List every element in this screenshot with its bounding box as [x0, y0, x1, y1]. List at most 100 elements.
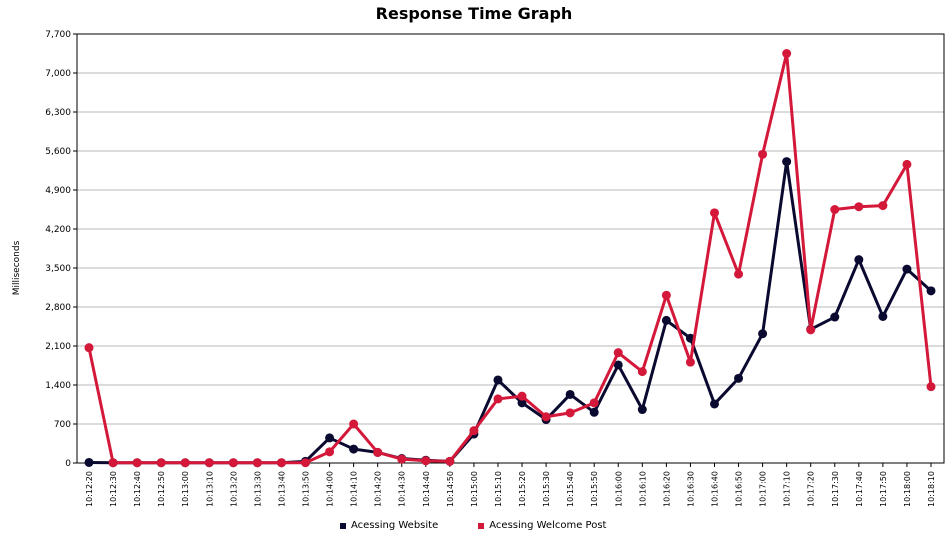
data-point — [373, 447, 383, 457]
x-tick-label: 10:16:10 — [638, 471, 647, 507]
data-point — [878, 311, 888, 321]
x-tick-label: 10:13:30 — [253, 471, 262, 507]
legend: Acessing Website Acessing Welcome Post — [340, 520, 606, 531]
x-tick-label: 10:18:00 — [903, 471, 912, 507]
data-point — [854, 202, 864, 212]
data-point — [902, 264, 912, 274]
x-tick-label: 10:14:50 — [446, 471, 455, 507]
data-point — [228, 458, 238, 468]
x-tick-label: 10:15:10 — [494, 471, 503, 507]
x-tick-label: 10:16:20 — [662, 471, 671, 507]
x-tick-label: 10:13:10 — [205, 471, 214, 507]
data-point — [349, 419, 359, 429]
series-line — [87, 52, 933, 465]
data-point — [854, 255, 864, 265]
x-tick-label: 10:13:20 — [229, 471, 238, 507]
data-point — [565, 389, 575, 399]
data-point — [108, 458, 118, 468]
y-tick-label: 4,200 — [45, 225, 71, 235]
x-tick-label: 10:15:00 — [470, 471, 479, 507]
x-tick-label: 10:13:40 — [277, 471, 286, 507]
legend-item-welcome-post: Acessing Welcome Post — [478, 520, 606, 531]
data-point — [830, 205, 840, 214]
data-point — [445, 456, 455, 466]
data-point — [517, 398, 527, 408]
x-tick-label: 10:17:50 — [879, 471, 888, 507]
y-tick-label: 7,700 — [45, 30, 71, 40]
x-tick-label: 10:15:30 — [542, 471, 551, 507]
data-point — [132, 458, 142, 468]
chart-title: Response Time Graph — [375, 4, 573, 23]
x-tick-label: 10:12:40 — [133, 471, 142, 507]
y-tick-label: 6,300 — [45, 108, 71, 118]
data-point — [637, 405, 647, 415]
x-tick-label: 10:16:00 — [614, 471, 623, 507]
data-point — [902, 159, 912, 169]
data-point — [421, 456, 431, 466]
data-point — [782, 157, 792, 167]
y-tick-label: 0 — [65, 459, 71, 469]
data-point — [469, 426, 479, 436]
data-point — [661, 290, 671, 300]
x-tick-label: 10:12:50 — [157, 471, 166, 507]
data-point — [301, 458, 311, 468]
data-point — [493, 394, 503, 404]
data-point — [685, 357, 695, 367]
data-point — [156, 458, 166, 468]
y-tick-label: 2,800 — [45, 303, 71, 313]
data-point — [565, 408, 575, 418]
data-point — [517, 391, 527, 401]
x-tick-label: 10:14:30 — [398, 471, 407, 507]
data-point — [349, 444, 359, 454]
data-point — [252, 458, 262, 468]
x-tick-label: 10:15:20 — [518, 471, 527, 507]
y-tick-label: 4,900 — [45, 186, 71, 196]
x-tick-label: 10:16:30 — [686, 471, 695, 507]
data-point — [84, 343, 94, 353]
y-tick-label: 1,400 — [45, 381, 71, 391]
data-point — [637, 367, 647, 377]
legend-swatch-welcome-post — [478, 522, 485, 529]
y-tick-label: 3,500 — [45, 264, 71, 274]
data-point — [709, 208, 719, 218]
x-tick-label: 10:16:50 — [735, 471, 744, 507]
y-axis-label: Milliseconds — [12, 240, 22, 295]
data-point — [926, 286, 936, 296]
data-point — [493, 375, 503, 385]
data-point — [276, 458, 286, 468]
x-tick-label: 10:12:20 — [85, 471, 94, 507]
x-tick-label: 10:14:10 — [350, 471, 359, 507]
x-tick-label: 10:18:10 — [927, 471, 936, 507]
data-point — [734, 373, 744, 383]
data-point — [204, 458, 214, 468]
data-point — [661, 315, 671, 325]
data-point — [84, 457, 94, 467]
data-point — [830, 312, 840, 322]
data-point — [541, 412, 551, 422]
x-tick-label: 10:14:40 — [422, 471, 431, 507]
data-point — [709, 399, 719, 409]
legend-label-welcome-post: Acessing Welcome Post — [489, 520, 607, 531]
data-point — [806, 325, 816, 335]
x-tick-label: 10:17:00 — [759, 471, 768, 507]
data-point — [782, 49, 792, 58]
data-point — [926, 382, 936, 392]
data-point — [613, 360, 623, 370]
x-tick-label: 10:17:20 — [807, 471, 816, 507]
y-tick-label: 5,600 — [45, 147, 71, 157]
data-point — [180, 458, 190, 468]
x-tick-label: 10:15:50 — [590, 471, 599, 507]
series-layer — [84, 49, 936, 468]
x-tick-label: 10:16:40 — [710, 471, 719, 507]
x-tick-label: 10:13:50 — [302, 471, 311, 507]
x-tick-label: 10:14:00 — [326, 471, 335, 507]
x-tick-layer: 10:12:20 10:12:30 10:12:40 10:12:50 10:13:00… — [85, 463, 936, 507]
y-tick-layer: 0 700 1,400 2,100 2,800 3,500 4,200 4,900 5,600 6… — [45, 30, 77, 469]
data-point — [325, 433, 335, 443]
x-tick-label: 10:14:20 — [374, 471, 383, 507]
x-tick-label: 10:17:40 — [855, 471, 864, 507]
data-point — [397, 454, 407, 464]
x-tick-label: 10:12:30 — [109, 471, 118, 507]
plot-frame — [76, 33, 945, 464]
